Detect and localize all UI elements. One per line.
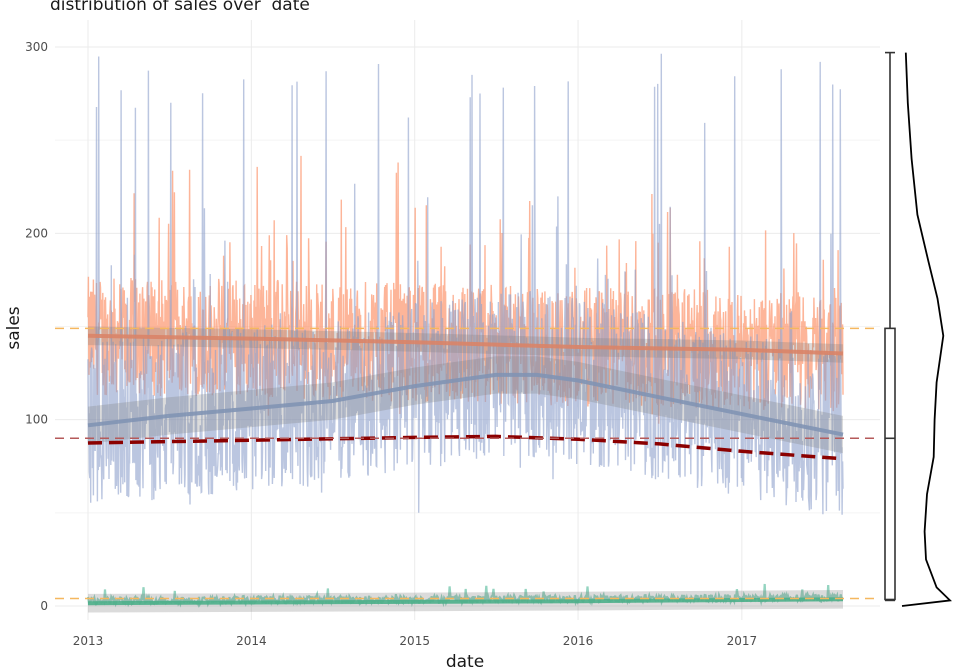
x-tick-label: 2013 <box>73 634 104 648</box>
trend-line-b <box>87 372 844 437</box>
trend-line-a <box>87 333 844 356</box>
y-tick-label: 100 <box>25 413 48 427</box>
x-axis-title: date <box>446 652 484 672</box>
y-tick-label: 200 <box>25 226 48 240</box>
y-tick-label: 0 <box>40 599 48 613</box>
x-tick-label: 2017 <box>727 634 758 648</box>
x-tick-label: 2014 <box>236 634 267 648</box>
series-line-b <box>87 53 844 515</box>
density-curve <box>901 52 952 607</box>
boxplot-box <box>884 327 896 601</box>
y-axis-title: sales <box>4 306 24 349</box>
chart-title: distribution of sales over date <box>50 0 310 15</box>
trend-layer <box>87 326 844 613</box>
x-axis-ticks: 2013 2014 2015 2016 2017 <box>73 634 757 648</box>
y-axis-ticks: 0 100 200 300 <box>25 40 48 613</box>
reference-lines <box>55 327 880 600</box>
x-tick-label: 2015 <box>399 634 430 648</box>
x-tick-label: 2016 <box>563 634 594 648</box>
y-tick-label: 300 <box>25 40 48 54</box>
marginal-distribution <box>884 51 952 607</box>
confidence-band-b <box>88 356 843 454</box>
trend-line-c <box>87 597 844 606</box>
